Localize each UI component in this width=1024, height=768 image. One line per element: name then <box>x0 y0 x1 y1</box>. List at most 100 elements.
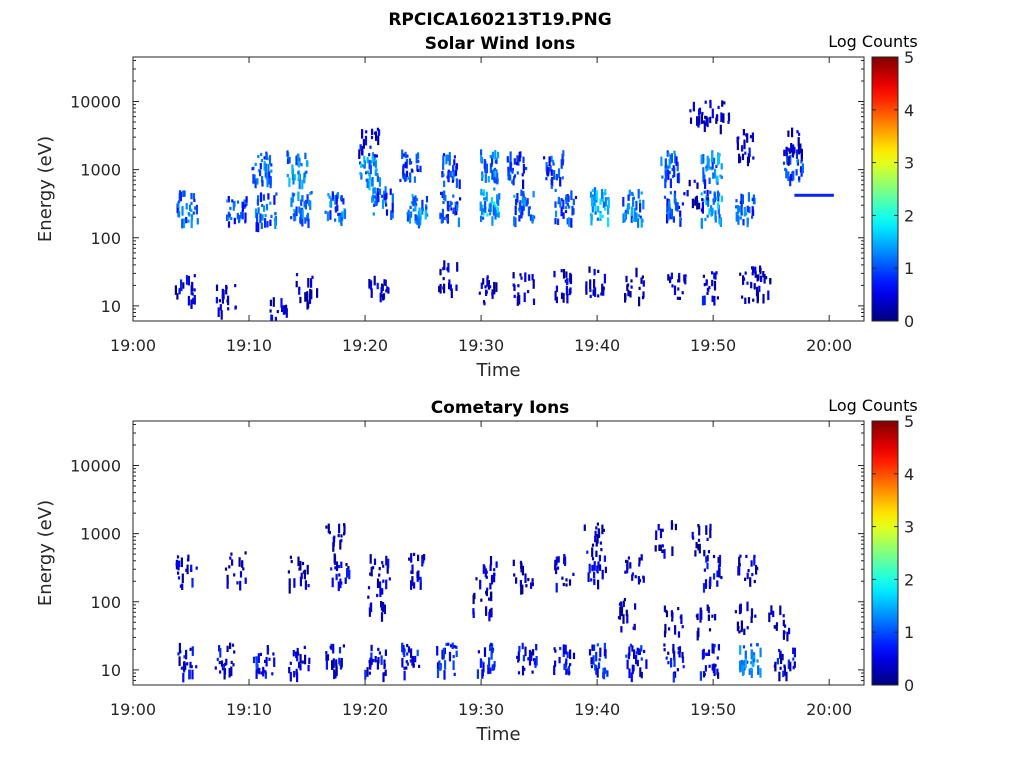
data-cell <box>193 198 196 202</box>
data-cell <box>298 179 301 190</box>
data-cell <box>739 272 742 276</box>
data-cell <box>509 174 512 181</box>
data-cell <box>370 652 373 659</box>
data-cell <box>385 289 388 293</box>
data-cell <box>387 558 390 569</box>
data-cell <box>772 610 775 618</box>
data-cell <box>692 536 695 540</box>
data-cell <box>301 195 304 202</box>
data-cell <box>335 561 339 571</box>
data-cell <box>369 572 372 576</box>
data-cell <box>787 130 790 137</box>
data-cell <box>308 294 312 304</box>
data-cell <box>666 198 669 205</box>
data-cell <box>270 315 274 321</box>
data-cell <box>260 671 263 675</box>
data-cell <box>601 524 604 535</box>
data-cell <box>742 277 746 281</box>
data-cluster <box>654 520 677 559</box>
data-cell <box>381 604 385 608</box>
data-cell <box>370 602 373 613</box>
data-cell <box>698 107 702 115</box>
data-cell <box>177 571 180 575</box>
data-cell <box>739 216 742 220</box>
data-cell <box>753 556 756 566</box>
data-cell <box>638 579 642 583</box>
data-cell <box>385 192 388 200</box>
data-cell <box>488 208 491 212</box>
data-cell <box>668 627 671 631</box>
data-cell <box>674 523 677 531</box>
data-cell <box>631 218 635 222</box>
data-cell <box>597 269 600 273</box>
data-cell <box>591 188 594 193</box>
data-cell <box>532 298 536 305</box>
data-cell <box>481 669 484 679</box>
data-cluster <box>174 274 196 309</box>
data-cell <box>594 211 597 215</box>
data-cell <box>521 642 524 650</box>
data-cell <box>263 205 266 212</box>
data-cell <box>680 614 683 624</box>
data-cell <box>181 206 184 216</box>
data-cell <box>425 206 428 210</box>
data-cell <box>367 595 370 599</box>
data-cell <box>585 281 588 291</box>
data-cell <box>695 542 698 549</box>
data-cell <box>187 554 190 561</box>
data-cell <box>784 624 787 628</box>
data-cell <box>484 285 487 289</box>
data-cell <box>304 199 307 210</box>
data-cell <box>183 190 186 197</box>
data-cell <box>760 275 763 282</box>
data-cell <box>515 577 518 584</box>
data-cell <box>304 654 307 665</box>
data-cell <box>368 180 371 191</box>
data-cell <box>338 216 341 223</box>
data-cell <box>780 654 783 664</box>
data-cell <box>627 194 630 201</box>
data-cell <box>519 580 522 587</box>
data-cell <box>187 275 190 286</box>
data-cell <box>703 549 706 557</box>
data-cell <box>334 218 337 222</box>
data-cell <box>788 148 791 152</box>
data-cell <box>517 651 520 661</box>
data-cell <box>406 212 410 222</box>
data-cell <box>655 530 658 540</box>
data-cell <box>704 579 708 589</box>
data-cell <box>370 644 373 652</box>
data-cell <box>514 217 517 228</box>
data-cell <box>301 179 304 190</box>
data-cell <box>530 651 533 661</box>
data-cell <box>423 554 426 561</box>
data-cell <box>753 655 756 659</box>
data-cell <box>442 163 445 171</box>
data-cell <box>416 575 419 582</box>
data-cell <box>286 174 289 178</box>
data-cell <box>268 657 271 661</box>
data-cell <box>661 175 664 179</box>
data-cell <box>627 556 630 560</box>
data-cell <box>325 660 328 670</box>
data-cell <box>261 214 264 221</box>
data-cell <box>757 665 760 675</box>
data-cell <box>607 198 610 208</box>
data-cell <box>565 285 568 296</box>
data-cell <box>746 217 749 228</box>
data-cell <box>735 199 738 203</box>
data-cell <box>629 643 632 647</box>
data-cell <box>406 212 409 216</box>
data-cell <box>456 262 459 272</box>
data-cell <box>517 284 520 288</box>
data-cell <box>193 295 196 305</box>
data-cell <box>262 666 265 677</box>
data-cell <box>513 284 516 291</box>
data-cell <box>565 194 568 205</box>
data-cell <box>180 279 183 289</box>
data-cell <box>521 205 524 216</box>
data-cell <box>792 170 795 181</box>
colorbar-tick-label: 1 <box>904 259 914 278</box>
data-cell <box>335 573 338 581</box>
